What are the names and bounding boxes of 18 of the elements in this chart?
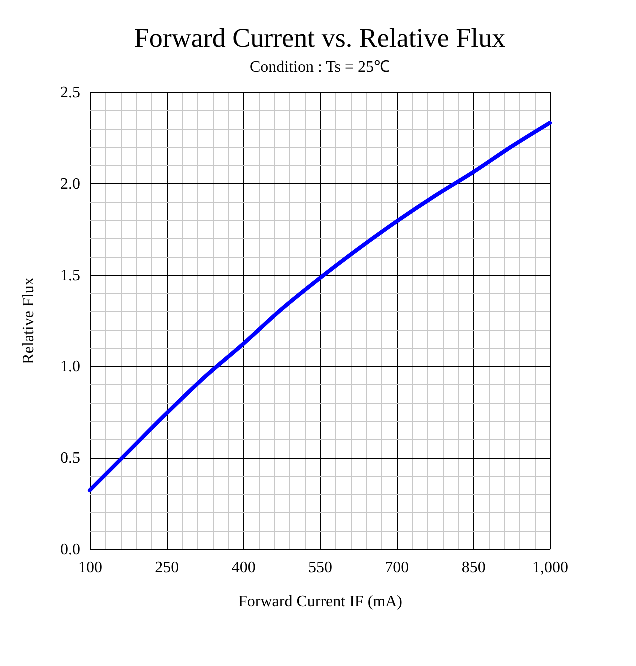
y-axis-title: Relative Flux xyxy=(20,278,38,364)
line-series xyxy=(88,121,552,493)
y-tick-label: 1.5 xyxy=(60,267,80,284)
y-tick-label: 1.0 xyxy=(60,358,80,376)
y-tick-label: 2.0 xyxy=(60,176,80,193)
chart-subtitle: Condition : Ts = 25℃ xyxy=(250,59,390,76)
x-tick-label: 100 xyxy=(78,560,102,576)
y-tick-label: 0.0 xyxy=(60,542,80,558)
y-tick-label: 0.5 xyxy=(60,450,80,468)
x-tick-label: 850 xyxy=(462,560,486,576)
chart-title: Forward Current vs. Relative Flux xyxy=(134,23,506,53)
x-tick-label: 1,000 xyxy=(532,560,568,576)
x-axis-title: Forward Current IF (mA) xyxy=(238,594,402,610)
x-tick-label: 250 xyxy=(155,560,180,576)
x-tick-label: 550 xyxy=(308,560,332,576)
y-tick-label: 2.5 xyxy=(60,84,80,102)
x-tick-label: 700 xyxy=(385,560,410,576)
x-tick-label: 400 xyxy=(232,560,256,576)
